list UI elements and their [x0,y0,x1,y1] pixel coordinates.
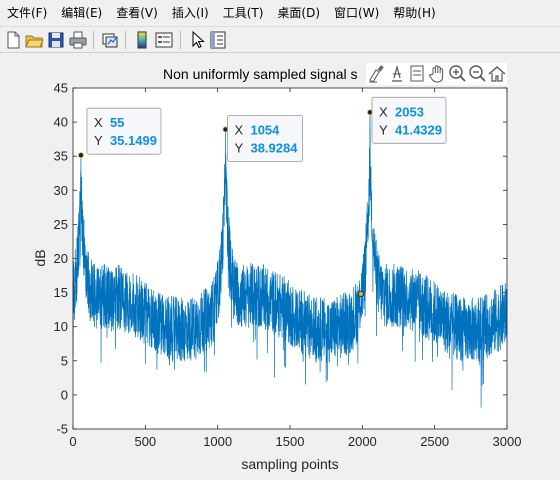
figure-area: 0 500 1000 1500 2000 2500 3000 -5 0 5 10 15 20 25 30 35… [0,54,560,475]
y-tick-label: 20 [54,251,68,266]
datatip-label: Y [234,140,243,155]
export-icon[interactable] [410,65,424,82]
datatip-value: 2053 [395,104,424,119]
datatip-value: 1054 [250,122,280,137]
datatip-label: X [94,115,103,130]
data-tips-icon[interactable] [392,64,402,82]
datatip-value: 38.9284 [250,140,298,155]
property-inspector-icon[interactable] [208,30,228,50]
y-tick-label: 45 [54,81,68,96]
y-tick-label: 5 [61,353,68,368]
y-tick-label: 40 [54,115,68,130]
datatip-box [371,96,447,144]
datatip-marker[interactable] [357,290,364,297]
menu-edit[interactable]: 编辑(E) [61,6,103,20]
x-tick-label: 1000 [203,434,232,449]
menu-file[interactable]: 文件(F) [7,6,48,20]
x-tick-label: 2000 [348,434,377,449]
zoom-out-icon[interactable] [469,65,486,82]
chart-title: Non uniformly sampled signal s [163,66,358,82]
x-tick-label: 0 [69,434,76,449]
zoom-in-icon[interactable] [449,65,466,82]
x-axis-label: sampling points [241,456,338,472]
menu-view[interactable]: 查看(V) [116,6,158,20]
toolbar-separator [125,31,126,49]
datatip[interactable]: X 55 Y 35.1499 [77,107,162,159]
datatip-label: X [379,104,388,119]
datatip-label: Y [379,122,388,137]
menu-bar: 文件(F) 编辑(E) 查看(V) 插入(I) 工具(T) 桌面(D) 窗口(W… [0,0,560,26]
datatip-value: 35.1499 [110,133,157,148]
datatip-label: X [234,122,243,137]
plot-canvas: 0 500 1000 1500 2000 2500 3000-505101520253035… [0,54,560,475]
axes-toolbar [366,63,507,85]
figure-toolbar [0,26,560,53]
y-tick-label: 35 [54,149,68,164]
datatip-value: 55 [110,115,124,130]
datatip-box [86,107,162,155]
open-folder-icon[interactable] [24,30,44,50]
toolbar-separator [93,31,94,49]
y-tick-label: -5 [56,422,68,437]
menu-window[interactable]: 窗口(W) [334,6,380,20]
x-tick-label: 500 [134,434,156,449]
datatip-marker[interactable] [77,152,84,159]
datatip-label: Y [94,133,103,148]
datatip-box [227,115,303,162]
axes-box [72,87,508,430]
new-file-icon[interactable] [3,30,23,50]
series-signal-line[interactable] [72,112,508,408]
pointer-icon[interactable] [187,30,207,50]
home-icon[interactable] [488,66,506,82]
y-tick-label: 30 [54,183,68,198]
y-axis-label: dB [32,249,48,266]
datatip[interactable]: X 1054 Y 38.9284 [222,115,303,162]
y-tick-label: 0 [61,387,68,402]
x-tick-label: 2500 [420,434,449,449]
menu-tools[interactable]: 工具(T) [222,6,264,20]
menu-desktop[interactable]: 桌面(D) [277,6,321,20]
save-icon[interactable] [46,30,66,50]
y-tick-label: 25 [54,217,68,232]
menu-help[interactable]: 帮助(H) [393,6,436,20]
y-tick-label: 10 [54,319,68,334]
menu-insert[interactable]: 插入(I) [171,6,209,20]
colorbar-icon[interactable] [132,30,152,50]
pan-icon[interactable] [428,65,444,83]
link-plot-icon[interactable] [100,30,120,50]
datatip[interactable]: X 2053 Y 41.4329 [367,96,447,144]
datatip-value: 41.4329 [395,122,442,137]
x-tick-label: 1500 [276,434,305,449]
toolbar-separator [180,31,181,49]
x-tick-label: 3000 [493,434,522,449]
print-icon[interactable] [68,30,88,50]
legend-icon[interactable] [154,30,174,50]
y-tick-label: 15 [54,285,68,300]
brush-icon[interactable] [369,65,384,83]
